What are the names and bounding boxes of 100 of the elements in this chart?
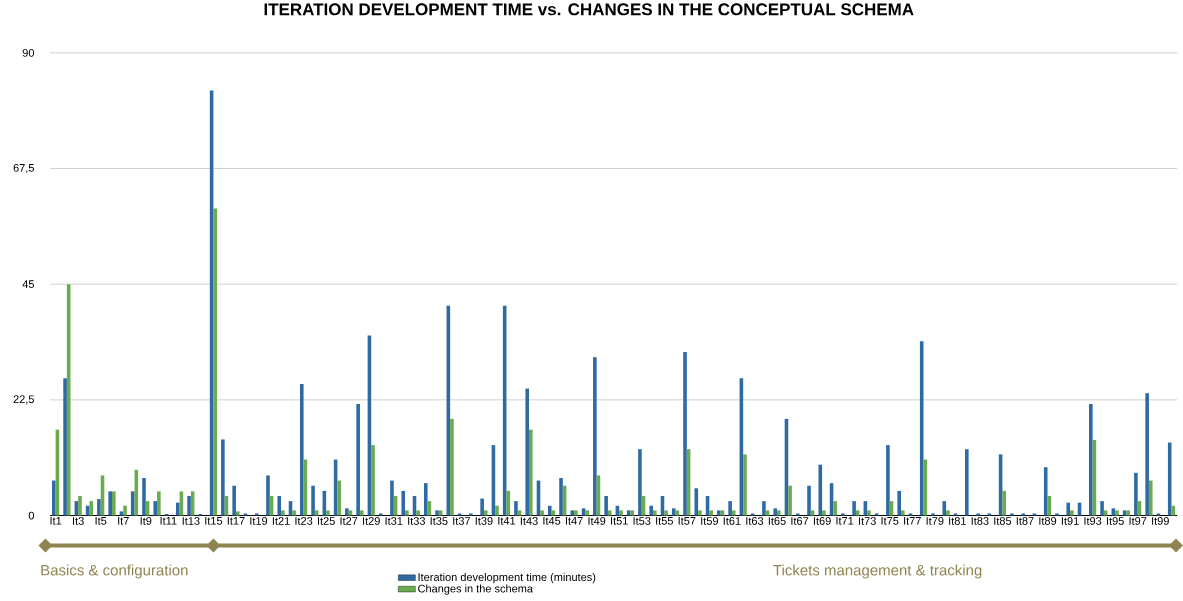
x-tick-label: It47	[565, 516, 583, 525]
bar	[1156, 513, 1161, 516]
bar	[867, 510, 871, 516]
x-tick-label: It63	[746, 516, 764, 525]
x-tick-label: It81	[949, 516, 966, 525]
x-tick-label: It9	[140, 516, 152, 525]
bar	[942, 500, 947, 516]
y-tick-label: 90	[22, 48, 35, 57]
x-tick-label: It65	[768, 516, 786, 525]
x-tick-label: It21	[272, 516, 290, 525]
chart-title: ITERATION DEVELOPMENT TIME vs. CHANGES IN THE CONCEPTUAL SCHEMA	[264, 3, 914, 16]
x-tick-label: It25	[317, 516, 335, 525]
bar	[63, 378, 67, 516]
bar	[728, 500, 732, 516]
bar	[604, 495, 608, 516]
bar	[807, 485, 811, 516]
bar	[254, 513, 259, 516]
bar	[1148, 480, 1153, 516]
x-tick-label: It97	[1129, 516, 1147, 525]
bar	[292, 510, 296, 516]
bar	[1103, 510, 1108, 516]
x-tick-label: It57	[678, 516, 696, 525]
bar	[157, 491, 161, 516]
y-tick-label: 67,5	[13, 163, 34, 173]
bar	[810, 510, 815, 516]
bar	[965, 448, 969, 516]
bar	[405, 510, 409, 516]
bar	[266, 475, 270, 516]
bar	[788, 485, 792, 516]
bar	[221, 439, 225, 516]
bar	[1134, 472, 1138, 516]
bar	[235, 511, 240, 516]
bar	[743, 454, 747, 516]
bar	[1002, 490, 1007, 516]
bar	[795, 513, 800, 516]
bar	[97, 498, 101, 516]
bar	[277, 495, 282, 516]
bar	[176, 502, 180, 516]
x-tick-label: It99	[1152, 516, 1169, 525]
bar	[897, 490, 901, 516]
x-tick-label: It67	[791, 516, 809, 525]
bar	[1032, 513, 1037, 516]
bar	[153, 500, 158, 516]
x-tick-label: It69	[813, 516, 831, 525]
bar	[818, 464, 823, 516]
x-tick-label: It33	[408, 516, 425, 525]
y-tick-label: 0	[28, 511, 35, 520]
bar	[1055, 513, 1059, 516]
bar	[187, 495, 191, 516]
x-tick-label: It89	[1039, 516, 1057, 525]
x-tick-label: It79	[926, 516, 944, 525]
x-tick-label: It27	[340, 516, 358, 525]
bar	[213, 208, 218, 516]
bar	[593, 356, 597, 516]
x-tick-label: It45	[543, 516, 561, 525]
x-tick-label: It41	[498, 516, 516, 525]
bar	[326, 510, 330, 516]
bar	[720, 510, 725, 516]
bar	[886, 444, 890, 516]
bar	[946, 510, 950, 516]
bar	[356, 403, 360, 516]
legend-label: Iteration development time (minutes)	[418, 572, 596, 583]
bar	[435, 510, 439, 516]
bar	[123, 505, 127, 516]
x-tick-label: It95	[1106, 516, 1124, 525]
bar	[111, 491, 116, 516]
bar	[976, 513, 980, 516]
x-tick-label: It3	[73, 516, 84, 525]
bar	[762, 500, 766, 516]
bar	[52, 480, 56, 516]
bar	[698, 510, 702, 516]
bar	[833, 500, 837, 516]
bar	[311, 485, 315, 516]
x-tick-label: It7	[118, 516, 129, 525]
x-tick-label: It5	[95, 516, 107, 525]
bar	[1021, 513, 1025, 516]
x-tick-label: It1	[50, 516, 62, 525]
bar	[1111, 508, 1116, 516]
bar	[483, 510, 488, 516]
text: Basics & configuration	[41, 564, 188, 579]
bar	[773, 508, 777, 516]
x-tick-label: It49	[588, 516, 606, 525]
bar	[653, 510, 657, 516]
bar	[130, 491, 135, 516]
x-tick-label: It31	[385, 516, 403, 525]
x-tick-label: It77	[904, 516, 921, 525]
bar	[559, 477, 563, 516]
bar	[874, 513, 879, 516]
legend-label: Changes in the schema	[418, 584, 534, 595]
x-tick-label: It61	[723, 516, 741, 525]
bar	[1126, 510, 1131, 516]
bar	[1066, 502, 1071, 516]
bar	[450, 418, 454, 516]
x-tick-label: It19	[250, 516, 268, 525]
bar	[987, 513, 992, 516]
bar	[142, 477, 146, 516]
bar	[506, 490, 511, 516]
bar	[314, 510, 319, 516]
bar	[709, 510, 713, 516]
bar	[675, 510, 680, 516]
